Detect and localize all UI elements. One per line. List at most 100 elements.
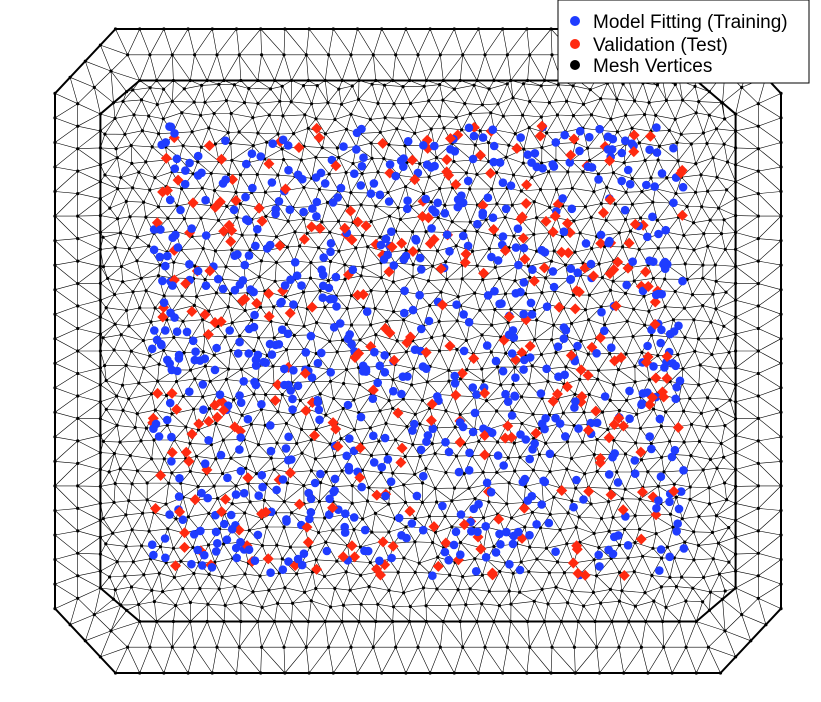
training-point [545,449,555,459]
mesh-vertex [484,218,488,222]
mesh-vertex [615,470,619,474]
training-point [366,189,376,198]
mesh-vertex [683,262,687,266]
mesh-vertex [592,453,596,457]
training-point [630,469,640,479]
training-point [519,243,529,253]
mesh-vertex [138,671,142,675]
validation-point [428,521,440,533]
mesh-vertex [452,87,456,91]
training-point [360,525,370,535]
training-point [359,153,368,162]
mesh-vertex [309,260,313,265]
mesh-vertex [734,214,738,218]
mesh-vertex [458,78,462,83]
training-point [163,355,172,365]
mesh-vertex [341,603,345,607]
mesh-vertex [694,190,698,194]
mesh-vertex [519,189,523,193]
mesh-vertex [418,162,422,166]
mesh-vertex [570,186,574,190]
mesh-vertex [550,53,554,57]
mesh-vertex [638,497,642,501]
validation-point [485,167,497,179]
training-point [471,567,481,576]
training-point [236,466,246,476]
mesh-vertex [98,230,102,235]
mesh-vertex [216,496,220,500]
mesh-vertex [199,216,203,220]
mesh-vertex [512,441,517,445]
mesh-vertex [520,395,524,399]
mesh-vertex [337,87,341,91]
validation-point [635,446,647,458]
mesh-vertex [387,502,391,506]
training-point [163,251,172,261]
mesh-vertex [696,337,701,341]
mesh-vertex [623,217,628,222]
mesh-vertex [166,216,170,220]
validation-point [569,303,581,315]
mesh-vertex [578,231,582,235]
validation-point [239,293,251,305]
mesh-vertex [433,530,438,534]
mesh-vertex [139,276,143,280]
training-point [483,291,493,300]
training-point [489,157,499,167]
validation-point [603,432,615,444]
mesh-vertex [113,116,117,120]
mesh-vertex [734,655,738,659]
mesh-vertex [779,533,783,537]
mesh-vertex [579,339,583,343]
mesh-vertex [521,113,525,117]
mesh-vertex [416,53,420,57]
training-point [201,195,210,205]
mesh-vertex [597,546,601,550]
mesh-vertex [779,263,783,267]
mesh-vertex [597,262,601,266]
mesh-vertex [473,497,477,501]
mesh-vertex [734,451,738,455]
mesh-vertex [207,511,211,515]
validation-point [407,245,419,257]
mesh-vertex [243,511,247,515]
mesh-vertex [481,470,485,474]
mesh-vertex [368,560,372,565]
mesh-vertex [480,602,484,606]
mesh-vertex [677,619,682,624]
training-point [669,143,678,153]
mesh-vertex [162,457,166,461]
mesh-vertex [438,187,442,191]
training-point [413,168,423,178]
mesh-vertex [444,470,448,475]
mesh-vertex [198,586,202,591]
mesh-vertex [323,305,327,309]
mesh-vertex [435,500,439,504]
mesh-vertex [548,512,552,517]
validation-point [327,502,339,514]
training-point [313,397,323,407]
training-point [357,482,367,492]
mesh-vertex [141,511,145,515]
mesh-vertex [385,290,389,294]
mesh-vertex [213,188,217,193]
training-point [625,179,635,189]
mesh-vertex [428,671,432,675]
mesh-vertex [124,363,128,367]
mesh-vertex [128,454,132,458]
mesh-vertex [286,219,290,223]
mesh-vertex [226,367,231,371]
mesh-vertex [98,129,102,133]
training-point [248,183,257,193]
mesh-vertex [424,466,428,471]
mesh-vertex [138,619,142,624]
mesh-vertex [199,113,203,117]
mesh-vertex [260,53,264,57]
mesh-vertex [555,113,560,117]
training-point [369,179,379,188]
mesh-vertex [623,487,627,491]
mesh-vertex [101,265,105,269]
mesh-vertex [369,141,373,145]
validation-point [354,442,366,454]
mesh-vertex [548,470,552,474]
